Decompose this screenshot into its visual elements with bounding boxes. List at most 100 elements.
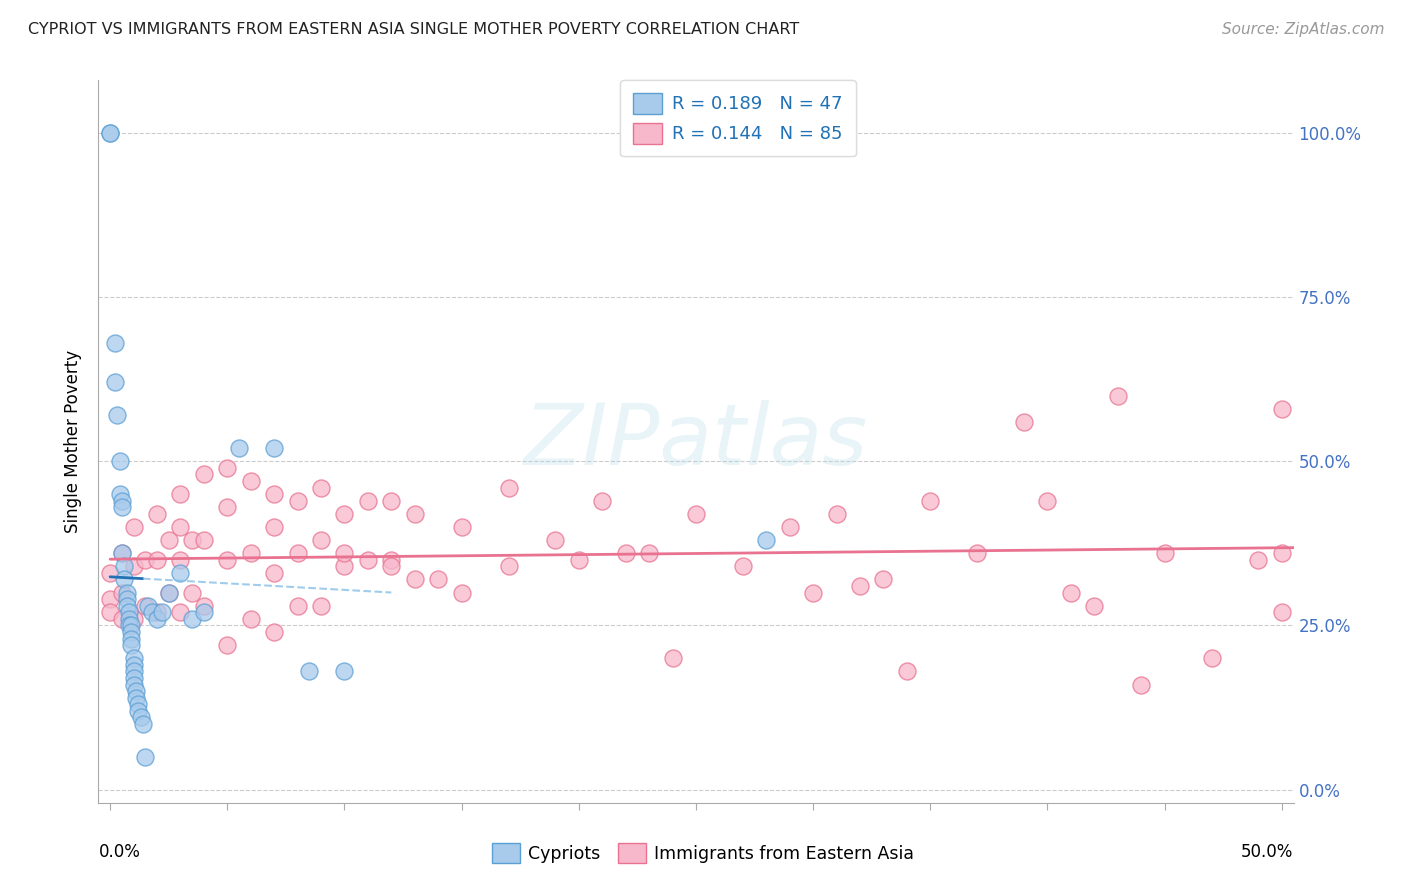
Point	[498, 559, 520, 574]
Point	[181, 585, 204, 599]
Point	[287, 493, 309, 508]
Point	[239, 546, 262, 560]
Point	[287, 546, 309, 560]
Point	[193, 605, 215, 619]
Point	[1153, 546, 1175, 560]
Point	[98, 126, 121, 140]
Point	[298, 665, 321, 679]
Point	[357, 493, 380, 508]
Point	[1201, 651, 1223, 665]
Point	[544, 533, 567, 547]
Point	[755, 533, 778, 547]
Point	[1107, 388, 1129, 402]
Point	[134, 749, 156, 764]
Y-axis label: Single Mother Poverty: Single Mother Poverty	[65, 350, 83, 533]
Point	[731, 559, 754, 574]
Point	[115, 585, 138, 599]
Point	[239, 474, 262, 488]
Point	[217, 553, 239, 567]
Point	[380, 493, 402, 508]
Point	[896, 665, 918, 679]
Point	[181, 533, 204, 547]
Point	[146, 553, 169, 567]
Point	[966, 546, 988, 560]
Point	[98, 592, 121, 607]
Point	[111, 612, 134, 626]
Point	[779, 520, 801, 534]
Point	[333, 507, 356, 521]
Point	[380, 559, 402, 574]
Point	[146, 507, 169, 521]
Text: ZIPatlas: ZIPatlas	[524, 400, 868, 483]
Point	[98, 605, 121, 619]
Point	[118, 618, 141, 632]
Point	[169, 553, 191, 567]
Point	[111, 493, 134, 508]
Point	[141, 605, 163, 619]
Point	[801, 585, 824, 599]
Point	[132, 717, 155, 731]
Point	[146, 605, 169, 619]
Point	[125, 684, 148, 698]
Legend: Cypriots, Immigrants from Eastern Asia: Cypriots, Immigrants from Eastern Asia	[485, 836, 921, 870]
Point	[120, 625, 142, 640]
Point	[108, 454, 131, 468]
Point	[104, 336, 127, 351]
Point	[169, 566, 191, 580]
Point	[193, 533, 215, 547]
Point	[146, 612, 169, 626]
Point	[427, 573, 450, 587]
Point	[333, 665, 356, 679]
Point	[333, 559, 356, 574]
Point	[120, 638, 142, 652]
Point	[98, 126, 121, 140]
Point	[920, 493, 942, 508]
Point	[122, 665, 145, 679]
Point	[122, 651, 145, 665]
Point	[825, 507, 848, 521]
Point	[404, 507, 426, 521]
Point	[263, 441, 285, 455]
Point	[568, 553, 591, 567]
Point	[122, 559, 145, 574]
Point	[1130, 677, 1153, 691]
Point	[136, 599, 159, 613]
Point	[112, 559, 135, 574]
Point	[111, 546, 134, 560]
Point	[404, 573, 426, 587]
Point	[263, 487, 285, 501]
Point	[614, 546, 637, 560]
Point	[157, 585, 180, 599]
Point	[661, 651, 683, 665]
Point	[498, 481, 520, 495]
Point	[122, 657, 145, 672]
Point	[217, 500, 239, 515]
Point	[105, 409, 128, 423]
Point	[122, 520, 145, 534]
Point	[380, 553, 402, 567]
Point	[263, 566, 285, 580]
Point	[217, 460, 239, 475]
Point	[450, 585, 472, 599]
Point	[1036, 493, 1059, 508]
Legend: R = 0.189   N = 47, R = 0.144   N = 85: R = 0.189 N = 47, R = 0.144 N = 85	[620, 80, 855, 156]
Point	[309, 481, 332, 495]
Point	[638, 546, 661, 560]
Point	[120, 618, 142, 632]
Point	[450, 520, 472, 534]
Point	[217, 638, 239, 652]
Point	[1083, 599, 1105, 613]
Point	[127, 704, 149, 718]
Point	[98, 566, 121, 580]
Point	[108, 487, 131, 501]
Text: 50.0%: 50.0%	[1241, 843, 1294, 861]
Point	[193, 599, 215, 613]
Point	[125, 690, 148, 705]
Point	[849, 579, 872, 593]
Point	[872, 573, 894, 587]
Point	[118, 605, 141, 619]
Point	[263, 520, 285, 534]
Point	[169, 605, 191, 619]
Point	[127, 698, 149, 712]
Point	[1060, 585, 1083, 599]
